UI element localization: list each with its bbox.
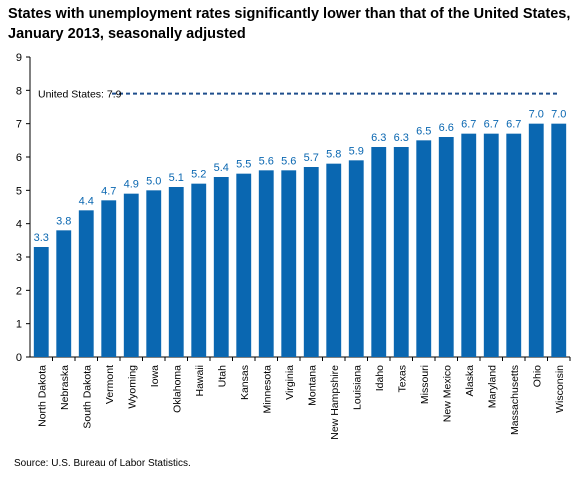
data-label: 3.8 bbox=[56, 215, 71, 227]
bar bbox=[348, 160, 364, 357]
bar bbox=[551, 123, 567, 358]
y-tick-label: 0 bbox=[16, 352, 22, 364]
data-label: 6.6 bbox=[439, 122, 454, 134]
category-label: Hawaii bbox=[194, 365, 206, 397]
category-label: Minnesota bbox=[261, 365, 273, 414]
data-label: 5.1 bbox=[169, 172, 184, 184]
bar bbox=[101, 200, 117, 357]
data-label: 4.4 bbox=[79, 195, 94, 207]
y-tick-label: 6 bbox=[16, 152, 22, 164]
bar bbox=[33, 247, 49, 357]
category-label: Massachusetts bbox=[509, 365, 521, 435]
category-label: Montana bbox=[306, 365, 318, 406]
category-label: Vermont bbox=[104, 365, 116, 404]
y-tick-label: 3 bbox=[16, 252, 22, 264]
category-label: Maryland bbox=[486, 365, 498, 408]
category-label: Alaska bbox=[464, 365, 476, 397]
category-label: Nebraska bbox=[59, 365, 71, 410]
data-label: 6.7 bbox=[506, 119, 521, 131]
y-tick-label: 8 bbox=[16, 85, 22, 97]
data-label: 5.2 bbox=[191, 169, 206, 181]
category-label: North Dakota bbox=[36, 365, 48, 427]
category-label: Kansas bbox=[239, 365, 251, 400]
data-label: 7.0 bbox=[551, 109, 566, 121]
category-label: Texas bbox=[396, 365, 408, 392]
bar bbox=[326, 163, 342, 357]
data-label: 6.3 bbox=[394, 132, 409, 144]
bar bbox=[438, 137, 454, 357]
category-label: South Dakota bbox=[81, 365, 93, 429]
data-label: 5.4 bbox=[214, 162, 229, 174]
category-label: New Hampshire bbox=[329, 365, 341, 440]
bar bbox=[371, 147, 387, 357]
category-label: Missouri bbox=[419, 365, 431, 404]
category-label: Wyoming bbox=[126, 365, 138, 409]
data-label: 6.5 bbox=[416, 125, 431, 137]
bar bbox=[56, 230, 72, 357]
y-tick-label: 5 bbox=[16, 185, 22, 197]
category-label: Utah bbox=[216, 365, 228, 387]
bar bbox=[303, 167, 319, 357]
data-label: 5.9 bbox=[349, 145, 364, 157]
bar bbox=[123, 193, 139, 357]
category-label: Louisiana bbox=[351, 365, 363, 410]
bar bbox=[236, 173, 252, 357]
category-label: Oklahoma bbox=[171, 365, 183, 413]
data-label: 6.3 bbox=[371, 132, 386, 144]
category-label: Virginia bbox=[284, 365, 296, 400]
data-label: 5.5 bbox=[236, 159, 251, 171]
bar bbox=[461, 133, 477, 357]
data-label: 4.9 bbox=[124, 179, 139, 191]
source-note: Source: U.S. Bureau of Labor Statistics. bbox=[14, 458, 191, 469]
data-label: 5.6 bbox=[259, 155, 274, 167]
data-label: 6.7 bbox=[461, 119, 476, 131]
category-label: Iowa bbox=[149, 365, 161, 387]
data-label: 5.8 bbox=[326, 149, 341, 161]
y-tick-label: 1 bbox=[16, 319, 22, 331]
y-tick-label: 4 bbox=[16, 219, 22, 231]
data-label: 6.7 bbox=[484, 119, 499, 131]
data-label: 5.6 bbox=[281, 155, 296, 167]
bar bbox=[78, 210, 94, 357]
bar bbox=[416, 140, 432, 357]
bar bbox=[213, 177, 229, 357]
bar bbox=[258, 170, 274, 357]
data-label: 5.7 bbox=[304, 152, 319, 164]
category-label: Idaho bbox=[374, 365, 386, 391]
data-label: 4.7 bbox=[101, 185, 116, 197]
bar bbox=[528, 123, 544, 358]
us-reference-label: United States: 7.9 bbox=[38, 89, 122, 101]
category-label: Ohio bbox=[531, 365, 543, 387]
data-label: 3.3 bbox=[34, 232, 49, 244]
category-label: New Mexico bbox=[441, 365, 453, 422]
y-tick-label: 2 bbox=[16, 285, 22, 297]
y-tick-label: 9 bbox=[16, 52, 22, 64]
bar bbox=[506, 133, 522, 357]
bar bbox=[191, 183, 207, 357]
y-tick-label: 7 bbox=[16, 119, 22, 131]
bar bbox=[146, 190, 162, 357]
bar bbox=[168, 187, 184, 357]
chart-title: States with unemployment rates significa… bbox=[8, 6, 571, 42]
bar bbox=[393, 147, 409, 357]
data-label: 5.0 bbox=[146, 175, 161, 187]
bar bbox=[281, 170, 297, 357]
data-label: 7.0 bbox=[529, 109, 544, 121]
bar bbox=[483, 133, 499, 357]
category-label: Wisconsin bbox=[554, 365, 566, 413]
